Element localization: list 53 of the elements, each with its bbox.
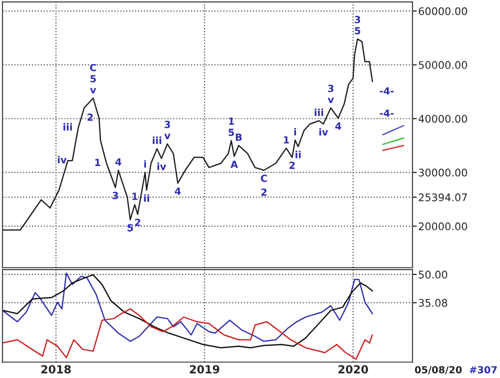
annotation: iv: [58, 156, 67, 164]
annotation: 4: [335, 122, 342, 130]
annotation: 3: [164, 120, 170, 128]
y-tick-label: 50000.00: [418, 61, 468, 69]
annotation: 3: [328, 84, 334, 92]
line-series: [2, 308, 374, 360]
annotation: 4: [174, 188, 181, 195]
annotation: 3: [112, 192, 118, 200]
annotation: C: [260, 174, 267, 182]
x-tick-label: 2020: [338, 365, 368, 374]
annotation: ii: [144, 194, 150, 202]
annotation: v: [328, 98, 334, 104]
annotation: i: [144, 160, 146, 168]
y-tick-label: 25394.07: [418, 193, 467, 202]
annotation: iii: [152, 136, 162, 144]
text: 05/08/20: [414, 366, 462, 374]
annotation: 5: [228, 128, 234, 136]
annotation: iv: [319, 128, 328, 136]
annotation: iii: [314, 108, 324, 116]
annotation: C: [90, 64, 96, 72]
annotation: iii: [64, 123, 72, 130]
annotation: 4: [115, 158, 122, 166]
annotation: i: [294, 128, 296, 136]
annotation: 1: [95, 158, 100, 166]
annotation: -4-: [380, 110, 394, 117]
x-tick-label: 2018: [41, 365, 71, 374]
annotation: 3: [354, 16, 360, 24]
y-tick-label: 60000.00: [418, 7, 468, 16]
text: #307: [470, 366, 497, 374]
annotation: 1: [228, 118, 234, 125]
annotation: 2: [261, 188, 266, 196]
annotation: v: [90, 88, 96, 94]
annotation: B: [236, 134, 242, 141]
y-tick-label: 50.00: [418, 270, 448, 279]
annotation: 2: [290, 162, 295, 169]
annotation: -4-: [380, 87, 394, 94]
annotation: 2: [135, 218, 140, 226]
y-tick-label: 20000.00: [418, 222, 468, 230]
annotation: 1: [132, 192, 138, 200]
annotation: 5: [128, 224, 133, 232]
annotation: 5: [90, 75, 96, 82]
annotation: iv: [157, 162, 166, 170]
y-tick-label: 40000.00: [418, 114, 468, 123]
annotation: A: [230, 160, 238, 168]
annotation: 5: [354, 27, 360, 34]
annotation: 2: [88, 114, 93, 121]
y-tick-label: 35.08: [418, 298, 448, 307]
y-tick-label: 30000.00: [418, 168, 468, 177]
line-series: [2, 38, 374, 231]
x-tick-label: 2019: [190, 365, 220, 374]
annotation: v: [164, 134, 170, 140]
annotation: ii: [296, 150, 301, 158]
annotation: 1: [284, 136, 289, 144]
